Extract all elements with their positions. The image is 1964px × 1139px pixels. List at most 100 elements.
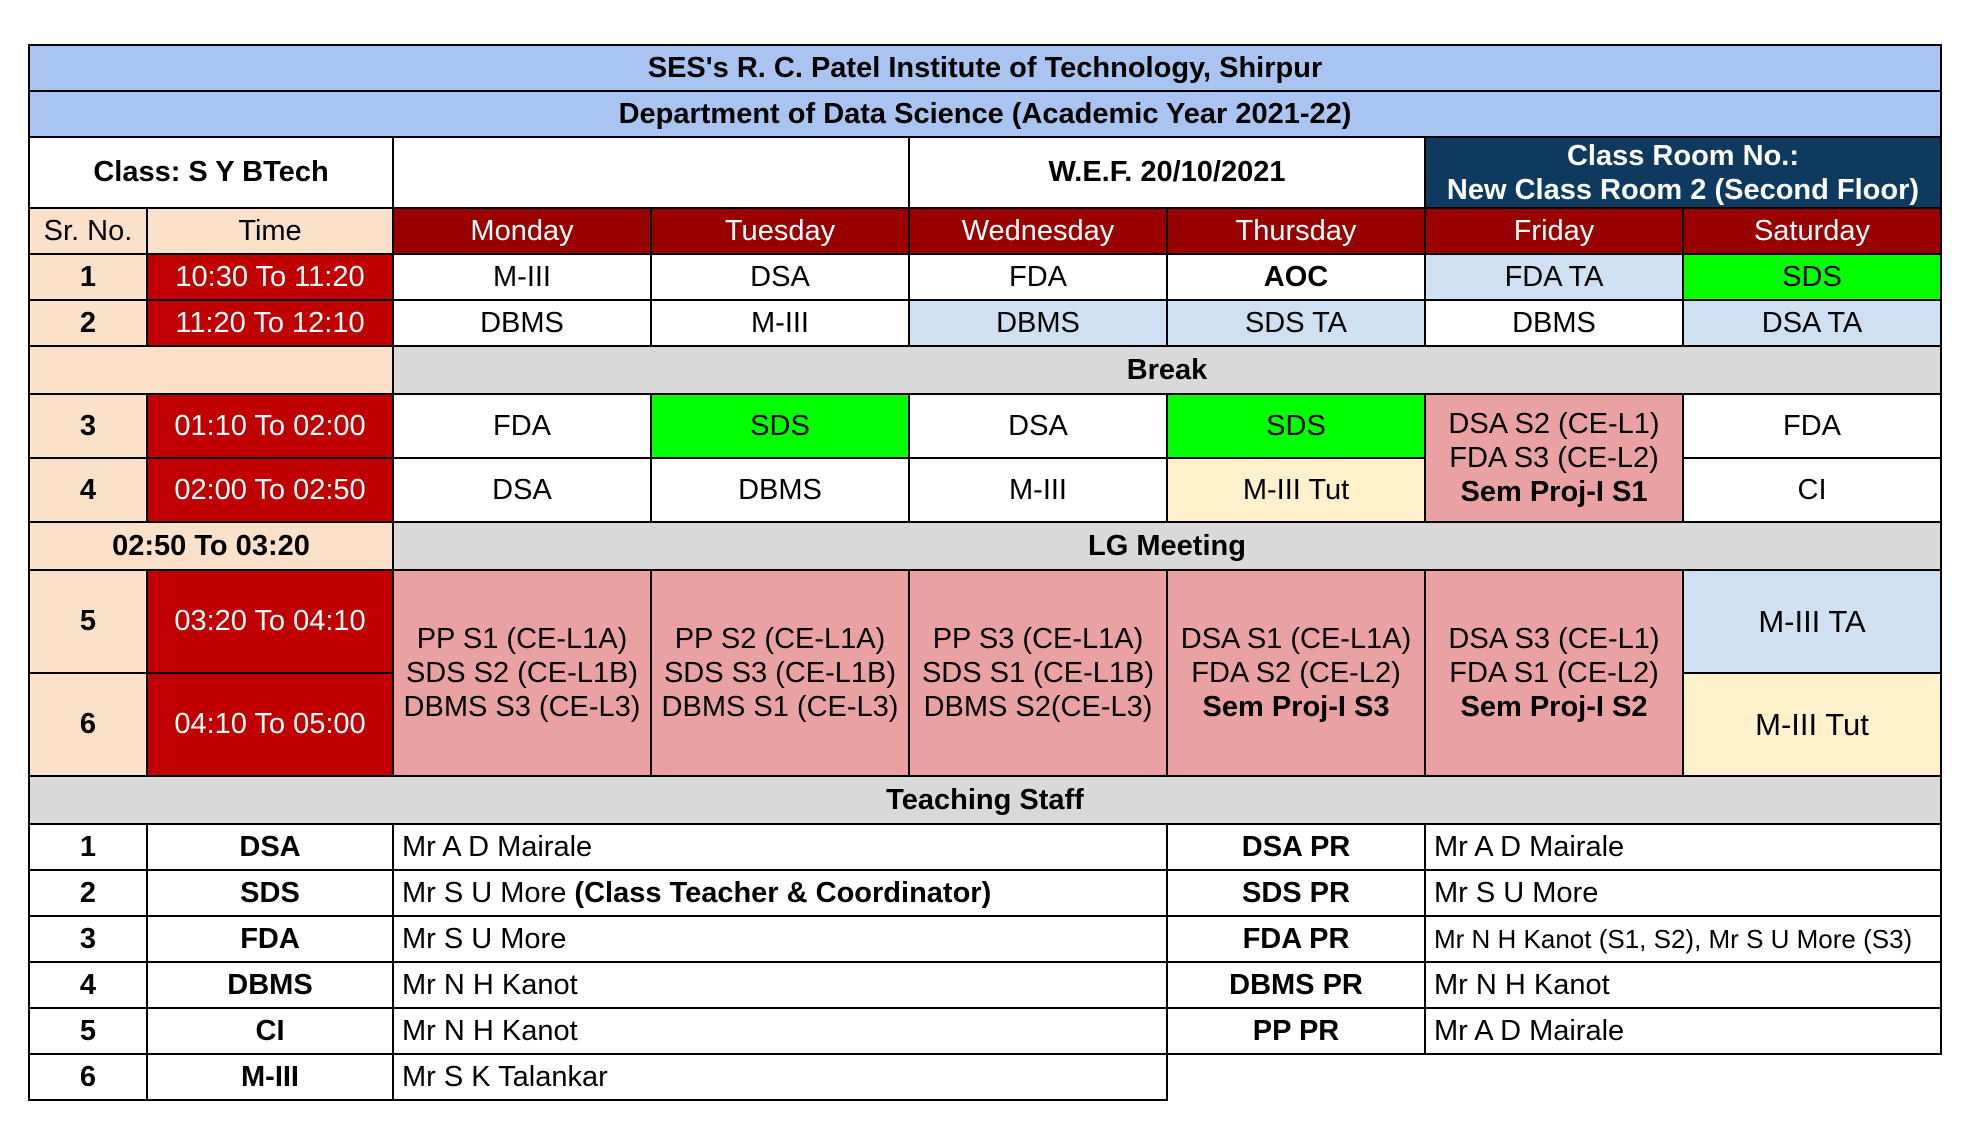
slot-cell: DSA TA	[1682, 299, 1942, 347]
lab-line: DSA S2 (CE-L1)	[1448, 408, 1660, 440]
day-header-wednesday: Wednesday	[908, 207, 1168, 255]
lab-line: Sem Proj-I S3	[1202, 691, 1390, 723]
staff-subject: CI	[146, 1007, 394, 1055]
staff-pr-teacher: Mr A D Mairale	[1424, 1007, 1942, 1055]
slot-sr: 3	[28, 393, 148, 459]
staff-pr-teacher: Mr N H Kanot	[1424, 961, 1942, 1009]
staff-row: 3 FDA Mr S U More FDA PR Mr N H Kanot (S…	[28, 915, 1942, 963]
friday-lab-cell: DSA S2 (CE-L1) FDA S3 (CE-L2) Sem Proj-I…	[1424, 393, 1684, 523]
lab-cell-monday: PP S1 (CE-L1A) SDS S2 (CE-L1B) DBMS S3 (…	[392, 569, 652, 777]
lg-label: LG Meeting	[392, 521, 1942, 571]
class-label: Class: S Y BTech	[28, 136, 394, 209]
lab-line: DSA S1 (CE-L1A)	[1180, 623, 1412, 655]
staff-teacher: Mr N H Kanot	[392, 961, 1168, 1009]
lab-cell-wednesday: PP S3 (CE-L1A) SDS S1 (CE-L1B) DBMS S2(C…	[908, 569, 1168, 777]
lab-line: DBMS S2(CE-L3)	[923, 691, 1153, 723]
staff-pr-teacher: Mr S U More	[1424, 869, 1942, 917]
staff-teacher: Mr S K Talankar	[392, 1053, 1168, 1101]
staff-pr-teacher: Mr N H Kanot (S1, S2), Mr S U More (S3)	[1424, 915, 1942, 963]
lab-line: FDA S1 (CE-L2)	[1449, 657, 1659, 689]
staff-row: 1 DSA Mr A D Mairale DSA PR Mr A D Maira…	[28, 823, 1942, 871]
slot-sr: 2	[28, 299, 148, 347]
slot-cell: AOC	[1166, 253, 1426, 301]
day-header-tuesday: Tuesday	[650, 207, 910, 255]
staff-row: 5 CI Mr N H Kanot PP PR Mr A D Mairale	[28, 1007, 1942, 1055]
slot-time: 01:10 To 02:00	[146, 393, 394, 459]
staff-pr-teacher: Mr A D Mairale	[1424, 823, 1942, 871]
staff-teacher: Mr N H Kanot	[392, 1007, 1168, 1055]
lab-line: Sem Proj-I S1	[1460, 476, 1648, 508]
slot-sr: 6	[28, 672, 148, 777]
day-header-thursday: Thursday	[1166, 207, 1426, 255]
slot-cell: FDA	[908, 253, 1168, 301]
lab-line: FDA S2 (CE-L2)	[1191, 657, 1401, 689]
staff-no: 2	[28, 869, 148, 917]
staff-subject: DBMS	[146, 961, 394, 1009]
timetable: SES's R. C. Patel Institute of Technolog…	[28, 44, 1942, 1101]
slot-row-5: 5 03:20 To 04:10 PP S1 (CE-L1A) SDS S2 (…	[28, 569, 1942, 777]
lab-line: DSA S3 (CE-L1)	[1448, 623, 1660, 655]
slot-time: 02:00 To 02:50	[146, 457, 394, 523]
sr-no-header: Sr. No.	[28, 207, 148, 255]
staff-no: 4	[28, 961, 148, 1009]
staff-row: 6 M-III Mr S K Talankar	[28, 1053, 1941, 1101]
slot-row-6: 6 04:10 To 05:00 M-III Tut	[28, 672, 1942, 777]
staff-no: 3	[28, 915, 148, 963]
slot-cell: M-III Tut	[1166, 457, 1426, 523]
slot-cell: M-III	[908, 457, 1168, 523]
slot-cell: FDA	[392, 393, 652, 459]
break-label: Break	[392, 345, 1942, 395]
staff-pr: DBMS PR	[1166, 961, 1426, 1009]
break-time-cell	[28, 345, 394, 395]
lab-cell-friday: DSA S3 (CE-L1) FDA S1 (CE-L2) Sem Proj-I…	[1424, 569, 1684, 777]
teacher-name: Mr N H Kanot	[402, 968, 578, 1001]
slot-cell: DSA	[908, 393, 1168, 459]
slot-cell: SDS	[650, 393, 910, 459]
staff-subject: M-III	[146, 1053, 394, 1101]
lab-line: DBMS S3 (CE-L3)	[403, 691, 641, 723]
classroom-line-1: Class Room No.:	[1566, 139, 1800, 172]
staff-row: 2 SDS Mr S U More (Class Teacher & Coord…	[28, 869, 1942, 917]
teacher-name: Mr S K Talankar	[402, 1060, 608, 1093]
teacher-name: Mr N H Kanot	[402, 1014, 578, 1047]
slot-cell: SDS	[1682, 253, 1942, 301]
empty-cell	[1167, 1054, 1941, 1100]
break-row: Break	[28, 345, 1942, 395]
lab-line: SDS S3 (CE-L1B)	[663, 657, 897, 689]
institute-title: SES's R. C. Patel Institute of Technolog…	[28, 44, 1942, 92]
slot-cell: M-III TA	[1682, 569, 1942, 674]
teacher-name: Mr A D Mairale	[402, 830, 593, 863]
slot-cell: DSA	[392, 457, 652, 523]
slot-time: 04:10 To 05:00	[146, 672, 394, 777]
slot-sr: 4	[28, 457, 148, 523]
lab-line: SDS S1 (CE-L1B)	[921, 657, 1155, 689]
slot-cell: SDS TA	[1166, 299, 1426, 347]
staff-title: Teaching Staff	[28, 775, 1942, 825]
teacher-name: Mr S U More	[402, 922, 567, 955]
teacher-extra: (Class Teacher & Coordinator)	[574, 876, 992, 909]
slot-cell: FDA TA	[1424, 253, 1684, 301]
department-title: Department of Data Science (Academic Yea…	[28, 90, 1942, 138]
slot-sr: 5	[28, 569, 148, 674]
slot-time: 11:20 To 12:10	[146, 299, 394, 347]
lg-meeting-row: 02:50 To 03:20 LG Meeting	[28, 521, 1942, 571]
time-header: Time	[146, 207, 394, 255]
slot-row-4: 4 02:00 To 02:50 DSA DBMS M-III M-III Tu…	[28, 457, 1942, 523]
lab-line: PP S1 (CE-L1A)	[416, 623, 628, 655]
slot-sr: 1	[28, 253, 148, 301]
staff-pr: SDS PR	[1166, 869, 1426, 917]
slot-cell: DBMS	[1424, 299, 1684, 347]
slot-cell: M-III Tut	[1682, 672, 1942, 777]
slot-row-2: 2 11:20 To 12:10 DBMS M-III DBMS SDS TA …	[28, 299, 1942, 347]
lg-time: 02:50 To 03:20	[28, 521, 394, 571]
staff-no: 1	[28, 823, 148, 871]
lab-cell-thursday: DSA S1 (CE-L1A) FDA S2 (CE-L2) Sem Proj-…	[1166, 569, 1426, 777]
day-header-friday: Friday	[1424, 207, 1684, 255]
day-header-saturday: Saturday	[1682, 207, 1942, 255]
slot-cell: DBMS	[650, 457, 910, 523]
staff-row: 4 DBMS Mr N H Kanot DBMS PR Mr N H Kanot	[28, 961, 1942, 1009]
lab-line: DBMS S1 (CE-L3)	[661, 691, 899, 723]
staff-subject: DSA	[146, 823, 394, 871]
day-header-monday: Monday	[392, 207, 652, 255]
staff-teacher: Mr S U More	[392, 915, 1168, 963]
